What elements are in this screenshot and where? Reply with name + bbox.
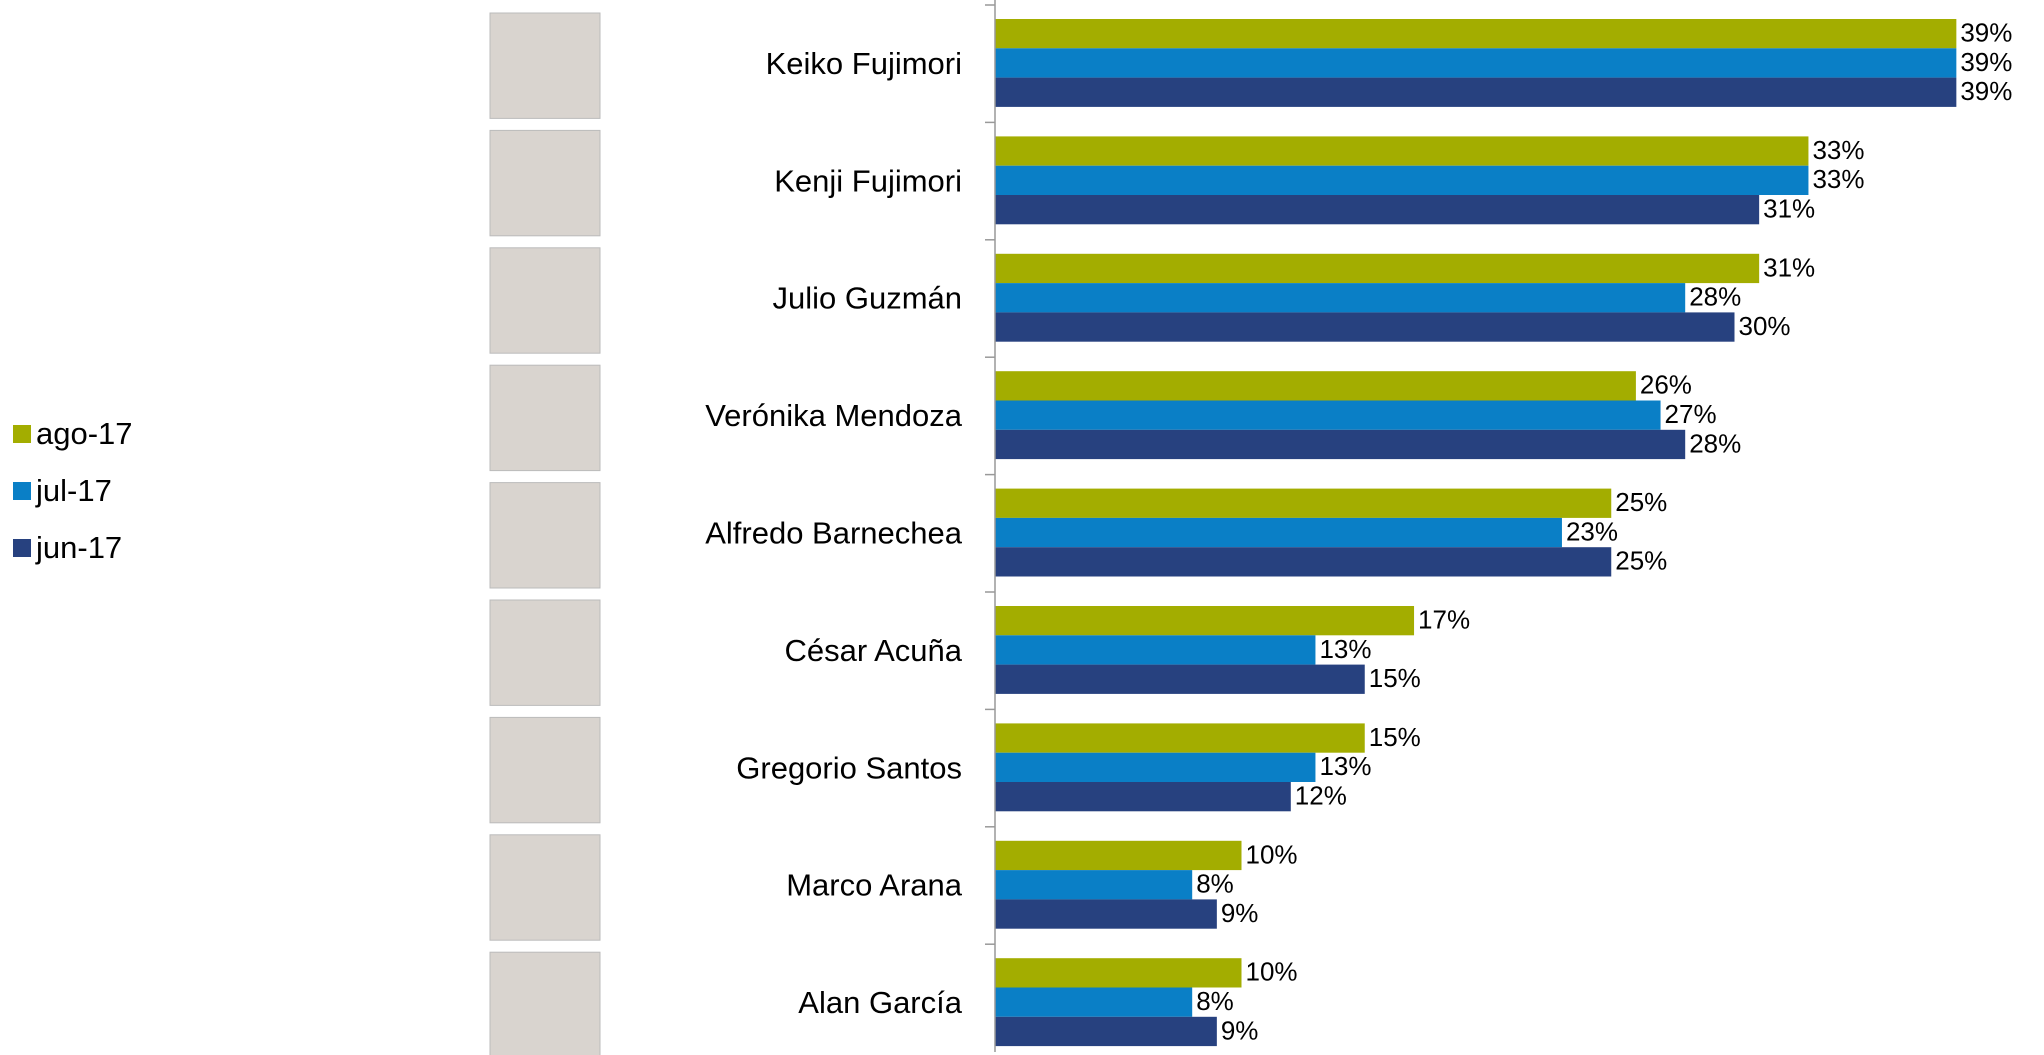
category-label: Alan García — [798, 985, 962, 1020]
value-label: 26% — [1640, 370, 1692, 400]
bar — [995, 19, 1956, 48]
value-label: 39% — [1960, 47, 2012, 77]
value-label: 28% — [1689, 282, 1741, 312]
photo — [490, 952, 600, 1055]
value-label: 12% — [1295, 781, 1347, 811]
bar — [995, 753, 1315, 782]
value-label: 31% — [1763, 252, 1815, 282]
value-label: 9% — [1221, 1015, 1259, 1045]
value-label: 39% — [1960, 18, 2012, 48]
bar — [995, 136, 1808, 165]
value-label: 28% — [1689, 428, 1741, 458]
chart: Keiko Fujimori39%39%39%Kenji Fujimori33%… — [0, 0, 2044, 1055]
bar — [995, 371, 1636, 400]
category-label: Keiko Fujimori — [766, 46, 962, 81]
photo — [490, 835, 600, 940]
value-label: 23% — [1566, 516, 1618, 546]
bar — [995, 870, 1192, 899]
legend-label: jul-17 — [35, 473, 112, 508]
value-label: 8% — [1196, 869, 1234, 899]
value-label: 8% — [1196, 986, 1234, 1016]
value-label: 39% — [1960, 76, 2012, 106]
category-label: Marco Arana — [786, 868, 963, 903]
bar — [995, 988, 1192, 1017]
bar — [995, 166, 1808, 195]
bar — [995, 723, 1365, 752]
photo — [490, 130, 600, 235]
value-label: 17% — [1418, 605, 1470, 635]
bar — [995, 782, 1291, 811]
bar — [995, 1017, 1217, 1046]
photo — [490, 13, 600, 118]
category-label: Julio Guzmán — [772, 281, 962, 316]
value-label: 13% — [1319, 634, 1371, 664]
legend-swatch — [13, 425, 31, 443]
value-label: 33% — [1812, 135, 1864, 165]
bar — [995, 195, 1759, 224]
bar — [995, 547, 1611, 576]
bar — [995, 635, 1315, 664]
value-label: 9% — [1221, 898, 1259, 928]
bar — [995, 958, 1242, 987]
value-label: 15% — [1369, 722, 1421, 752]
value-label: 33% — [1812, 164, 1864, 194]
bar — [995, 254, 1759, 283]
legend-label: ago-17 — [36, 416, 133, 451]
value-label: 25% — [1615, 546, 1667, 576]
bar — [995, 283, 1685, 312]
bar — [995, 518, 1562, 547]
photo — [490, 717, 600, 822]
bar — [995, 899, 1217, 928]
legend-swatch — [13, 482, 31, 500]
value-label: 13% — [1319, 751, 1371, 781]
legend-swatch — [13, 539, 31, 557]
photo — [490, 600, 600, 705]
bar — [995, 78, 1956, 107]
value-label: 10% — [1246, 957, 1298, 987]
value-label: 31% — [1763, 194, 1815, 224]
bar — [995, 841, 1242, 870]
category-label: Verónika Mendoza — [705, 398, 963, 433]
bar — [995, 430, 1685, 459]
page: Keiko Fujimori39%39%39%Kenji Fujimori33%… — [0, 0, 2044, 1055]
category-label: Alfredo Barnechea — [705, 515, 963, 550]
category-label: Gregorio Santos — [736, 750, 962, 785]
category-label: Kenji Fujimori — [774, 163, 962, 198]
bar — [995, 401, 1661, 430]
photo — [490, 483, 600, 588]
value-label: 15% — [1369, 663, 1421, 693]
photo — [490, 365, 600, 470]
category-label: César Acuña — [785, 633, 963, 668]
bar — [995, 312, 1735, 341]
value-label: 10% — [1246, 839, 1298, 869]
bar — [995, 606, 1414, 635]
photo — [490, 248, 600, 353]
bar — [995, 665, 1365, 694]
legend-label: jun-17 — [35, 530, 122, 565]
value-label: 27% — [1665, 399, 1717, 429]
value-label: 25% — [1615, 487, 1667, 517]
bar — [995, 489, 1611, 518]
bar — [995, 48, 1956, 77]
value-label: 30% — [1739, 311, 1791, 341]
